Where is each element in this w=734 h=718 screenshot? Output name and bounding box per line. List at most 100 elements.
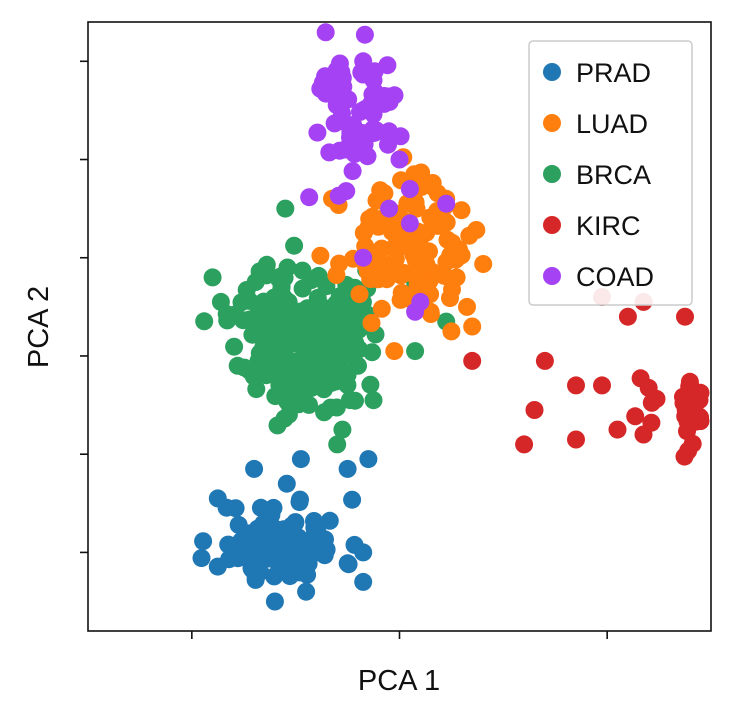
point-brca bbox=[250, 344, 269, 363]
point-kirc bbox=[680, 372, 699, 391]
point-coad bbox=[300, 188, 319, 207]
point-prad bbox=[264, 498, 283, 517]
point-prad bbox=[208, 557, 227, 576]
y-axis-ticks bbox=[80, 60, 88, 554]
point-brca bbox=[211, 292, 230, 311]
legend: PRAD LUAD BRCA KIRC COAD bbox=[528, 40, 693, 306]
point-brca bbox=[276, 199, 295, 218]
point-coad bbox=[353, 101, 372, 120]
point-coad bbox=[358, 147, 377, 166]
point-brca bbox=[285, 236, 304, 255]
point-coad bbox=[311, 79, 330, 98]
point-prad bbox=[359, 450, 378, 469]
point-brca bbox=[195, 312, 214, 331]
legend-label-prad: PRAD bbox=[576, 58, 651, 88]
point-coad bbox=[380, 199, 399, 218]
point-coad bbox=[400, 214, 419, 233]
point-luad bbox=[375, 266, 394, 285]
point-brca bbox=[248, 362, 267, 380]
point-brca bbox=[333, 420, 352, 439]
point-prad bbox=[245, 459, 264, 478]
point-luad bbox=[421, 208, 440, 227]
point-prad bbox=[251, 498, 270, 517]
point-prad bbox=[297, 582, 316, 601]
point-prad bbox=[248, 519, 267, 538]
point-kirc bbox=[608, 420, 627, 439]
point-kirc bbox=[647, 389, 666, 408]
point-luad bbox=[410, 235, 429, 254]
point-prad bbox=[194, 532, 213, 551]
point-luad bbox=[412, 163, 431, 182]
point-prad bbox=[291, 490, 309, 509]
point-coad bbox=[437, 194, 456, 213]
point-prad bbox=[291, 450, 310, 469]
point-brca bbox=[314, 374, 333, 393]
point-kirc bbox=[626, 407, 645, 426]
legend-marker-coad bbox=[543, 267, 561, 285]
point-luad bbox=[383, 222, 401, 241]
point-prad bbox=[316, 530, 334, 549]
point-luad bbox=[369, 217, 388, 236]
point-prad bbox=[263, 519, 282, 538]
point-prad bbox=[354, 572, 373, 591]
point-brca bbox=[268, 416, 287, 435]
point-coad bbox=[320, 143, 339, 162]
point-luad bbox=[474, 255, 493, 273]
point-coad bbox=[390, 150, 409, 169]
point-brca bbox=[328, 435, 347, 454]
point-brca bbox=[315, 403, 334, 422]
point-luad bbox=[350, 285, 369, 304]
scatter-points-layer bbox=[192, 23, 710, 611]
point-prad bbox=[320, 511, 339, 530]
point-luad bbox=[385, 342, 404, 361]
point-coad bbox=[323, 67, 341, 85]
point-prad bbox=[343, 490, 362, 509]
point-luad bbox=[392, 283, 411, 302]
legend-frame bbox=[528, 40, 693, 306]
series-kirc bbox=[463, 288, 710, 466]
point-luad bbox=[463, 317, 482, 336]
point-kirc bbox=[463, 351, 482, 370]
legend-marker-prad bbox=[543, 63, 561, 81]
point-brca bbox=[203, 268, 222, 287]
point-brca bbox=[318, 317, 337, 336]
point-brca bbox=[272, 280, 291, 299]
point-prad bbox=[339, 555, 358, 574]
point-luad bbox=[311, 246, 330, 265]
point-brca bbox=[247, 380, 266, 399]
point-prad bbox=[208, 489, 227, 508]
point-brca bbox=[267, 316, 285, 335]
point-coad bbox=[354, 52, 373, 71]
point-coad bbox=[329, 186, 348, 205]
point-prad bbox=[246, 566, 265, 585]
point-brca bbox=[270, 376, 289, 395]
point-kirc bbox=[690, 391, 709, 409]
point-prad bbox=[219, 535, 238, 554]
point-prad bbox=[286, 514, 305, 533]
point-kirc bbox=[593, 376, 611, 395]
point-kirc bbox=[567, 430, 585, 449]
point-luad bbox=[375, 184, 394, 203]
point-kirc bbox=[567, 376, 585, 395]
legend-marker-kirc bbox=[543, 216, 561, 234]
legend-label-coad: COAD bbox=[576, 262, 654, 292]
point-coad bbox=[355, 25, 374, 44]
point-brca bbox=[340, 391, 359, 410]
point-prad bbox=[277, 474, 296, 493]
point-luad bbox=[386, 250, 405, 269]
point-luad bbox=[427, 265, 446, 284]
point-prad bbox=[286, 541, 305, 560]
point-brca bbox=[349, 356, 367, 375]
point-prad bbox=[290, 563, 309, 582]
point-brca bbox=[341, 314, 360, 333]
point-coad bbox=[365, 120, 384, 139]
y-axis-label: PCA 2 bbox=[23, 286, 55, 368]
point-prad bbox=[338, 459, 357, 478]
point-brca bbox=[225, 337, 244, 356]
point-luad bbox=[460, 226, 479, 245]
point-luad bbox=[423, 177, 442, 196]
legend-label-brca: BRCA bbox=[576, 160, 651, 190]
point-coad bbox=[379, 135, 397, 154]
point-brca bbox=[280, 314, 299, 333]
